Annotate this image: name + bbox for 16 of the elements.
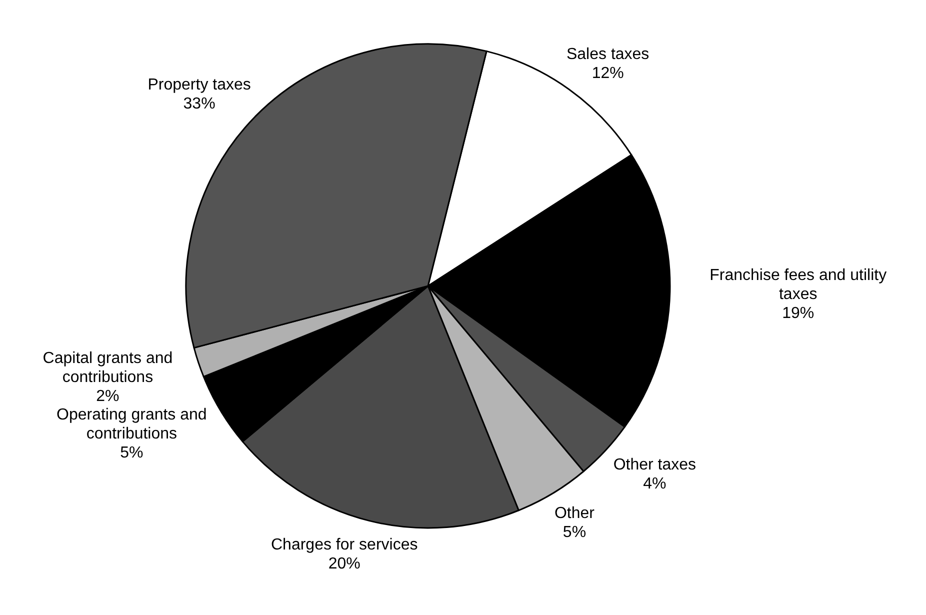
- slice-label: Capital grants and contributions: [42, 350, 173, 386]
- data-label: 33%: [183, 95, 216, 112]
- slice-label: Charges for services: [271, 536, 418, 554]
- slice-label: Other: [554, 505, 596, 522]
- data-label: 19%: [782, 304, 814, 322]
- data-label: 12%: [592, 64, 624, 82]
- slice-label: Property taxes: [148, 76, 251, 94]
- data-label: 4%: [643, 475, 666, 492]
- slice-label: Other taxes: [613, 456, 696, 474]
- data-label: 20%: [328, 555, 360, 572]
- slice-label: Operating grants and contributions: [56, 406, 207, 443]
- data-label: 5%: [562, 524, 586, 542]
- data-label: 5%: [120, 444, 144, 462]
- slice-label: Sales taxes: [566, 46, 650, 63]
- data-label: 2%: [96, 388, 120, 405]
- slice-label: Franchise fees and utility taxes: [710, 266, 887, 303]
